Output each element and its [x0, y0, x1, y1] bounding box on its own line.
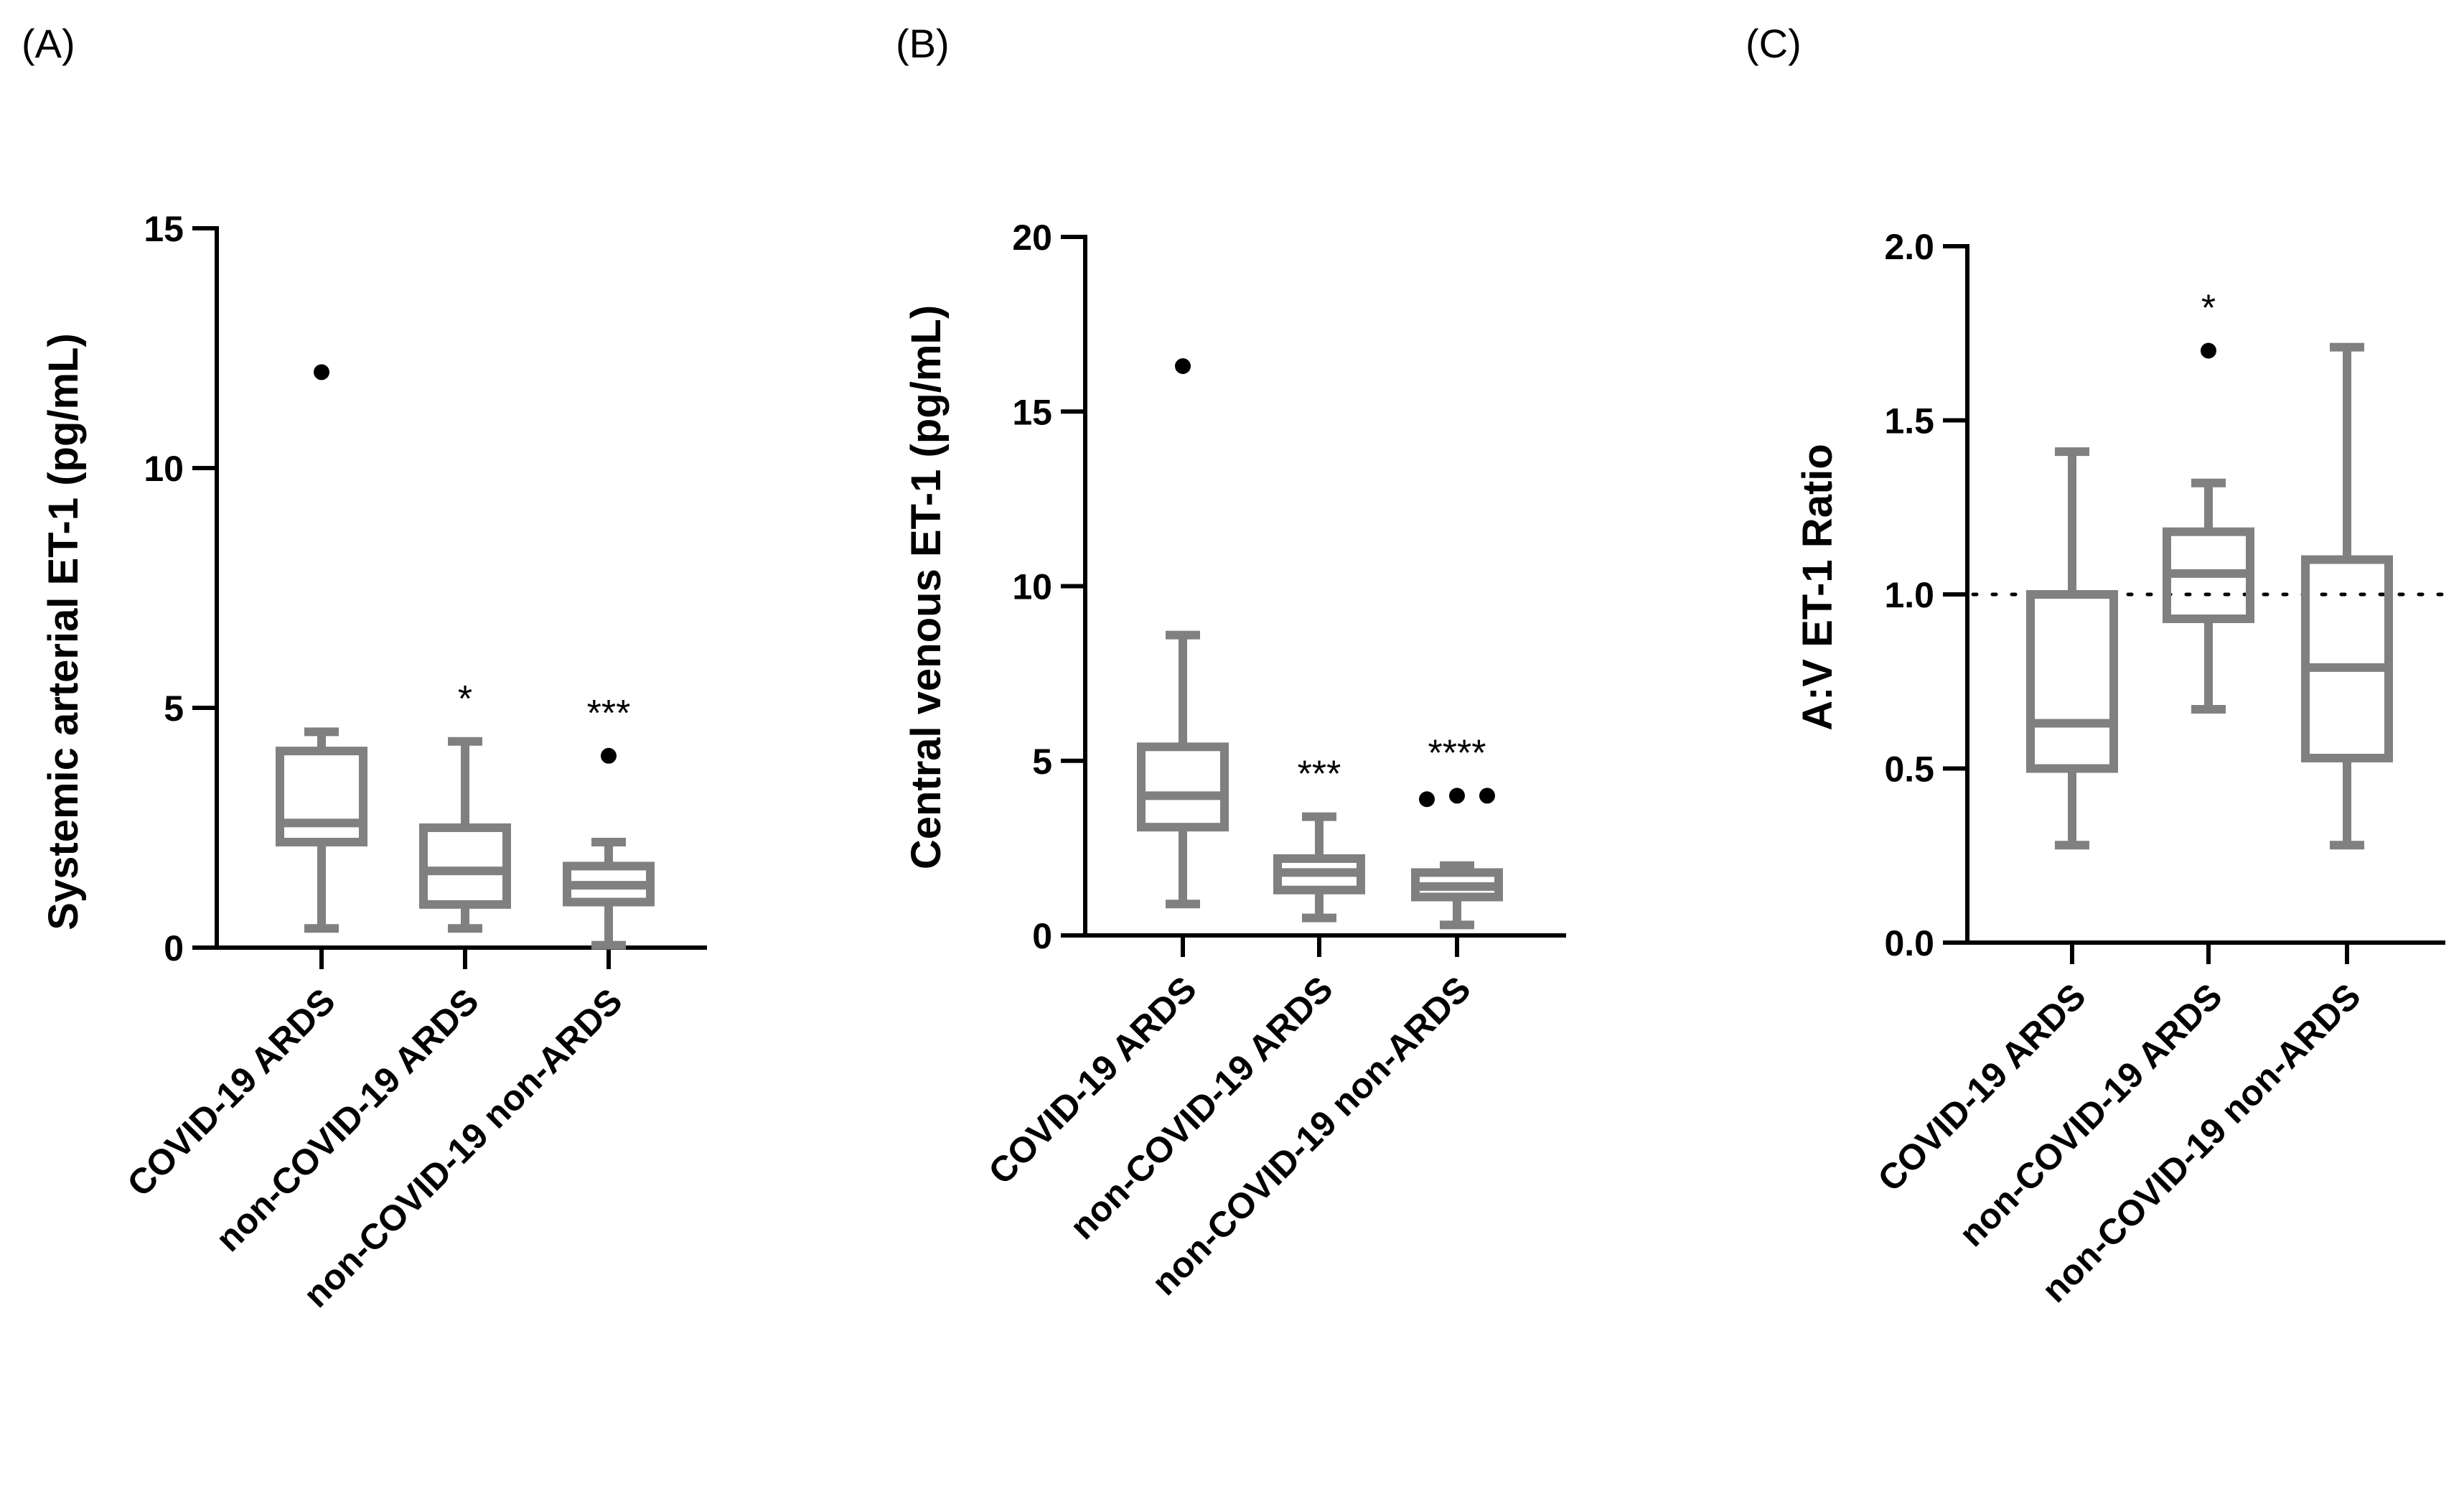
panel-b: (B) Central venous ET-1 (pg/mL) 0 5 10 15 20… [896, 21, 1566, 1303]
y-tick-label: 0 [1032, 916, 1052, 956]
outlier-point [1175, 358, 1191, 375]
outlier-point [601, 747, 617, 764]
y-tick-label: 10 [1012, 567, 1052, 607]
y-tick-label: 15 [1012, 392, 1052, 432]
box [2301, 555, 2393, 762]
outlier-point [1419, 791, 1435, 808]
y-tick-label: 10 [144, 449, 184, 489]
panel-c-y-axis-title: A:V ET-1 Ratio [1794, 444, 1841, 731]
significance-label: *** [587, 693, 631, 734]
outlier-point [2201, 342, 2216, 359]
panel-a-y-axis-title: Systemic arterial ET-1 (pg/mL) [40, 333, 87, 930]
category-label: non-COVID-19 ARDS [208, 981, 487, 1259]
box [1137, 742, 1229, 832]
panel-a: (A) Systemic arterial ET-1 (pg/mL) 0 5 10 1… [22, 21, 707, 1315]
panel-b-y-axis-title: Central venous ET-1 (pg/mL) [903, 305, 950, 869]
outlier-point [1449, 788, 1465, 804]
y-tick-label: 0.5 [1884, 749, 1934, 790]
outlier-point [314, 364, 329, 380]
y-tick-label: 20 [1012, 218, 1052, 258]
category-label: non-COVID-19 ARDS [1062, 968, 1341, 1247]
significance-label: * [458, 678, 472, 720]
y-tick-label: 0 [164, 928, 184, 968]
box [419, 823, 511, 909]
y-tick-label: 5 [1032, 742, 1052, 782]
significance-label: *** [1298, 754, 1341, 795]
y-tick-label: 2.0 [1884, 227, 1934, 267]
outlier-point [1479, 788, 1495, 804]
panel-c: (C) A:V ET-1 Ratio 0.00.51.01.52.0COVID-… [1746, 21, 2447, 1310]
y-tick-label: 5 [164, 688, 184, 729]
panel-b-letter: (B) [896, 21, 950, 66]
panel-a-letter: (A) [22, 21, 75, 66]
significance-label: * [2201, 288, 2216, 330]
box [276, 747, 367, 847]
y-tick-label: 15 [144, 209, 184, 249]
category-label: non-COVID-19 ARDS [1952, 976, 2230, 1254]
y-tick-label: 1.0 [1884, 575, 1934, 615]
y-tick-label: 1.5 [1884, 401, 1934, 442]
significance-label: **** [1428, 732, 1486, 774]
box [2026, 590, 2118, 773]
panel-c-letter: (C) [1746, 21, 1802, 66]
y-tick-label: 0.0 [1884, 923, 1934, 963]
